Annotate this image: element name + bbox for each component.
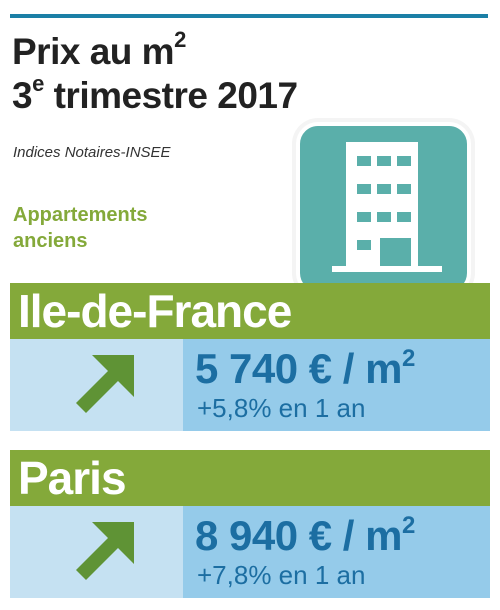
stat-row-paris: 8 940 € / m2 +7,8% en 1 an (10, 506, 490, 598)
arrow-up-right-icon (76, 522, 134, 580)
top-rule (10, 14, 488, 18)
region-band-ile-de-france: Ile-de-France (10, 283, 490, 339)
region-name: Paris (18, 452, 127, 504)
category-label: Appartements anciens (13, 204, 148, 252)
price-per-m2: 8 940 € / m2 (195, 512, 415, 559)
trend-cell (10, 339, 178, 431)
arrow-up-right-icon (76, 355, 134, 413)
yearly-change: +5,8% en 1 an (197, 393, 366, 423)
trend-cell (10, 506, 178, 598)
apartment-building-icon (296, 122, 471, 295)
title-line-2: 3e trimestre 2017 (12, 70, 298, 116)
yearly-change: +7,8% en 1 an (197, 560, 366, 590)
page-title: Prix au m2 3e trimestre 2017 (12, 26, 298, 118)
title-line-1: Prix au m2 (12, 26, 186, 72)
stat-row-ile-de-france: 5 740 € / m2 +5,8% en 1 an (10, 339, 490, 431)
value-cell: 8 940 € / m2 +7,8% en 1 an (183, 506, 490, 598)
price-per-m2: 5 740 € / m2 (195, 345, 415, 392)
source-caption: Indices Notaires-INSEE (13, 144, 171, 161)
region-name: Ile-de-France (18, 285, 292, 337)
value-cell: 5 740 € / m2 +5,8% en 1 an (183, 339, 490, 431)
region-band-paris: Paris (10, 450, 490, 506)
